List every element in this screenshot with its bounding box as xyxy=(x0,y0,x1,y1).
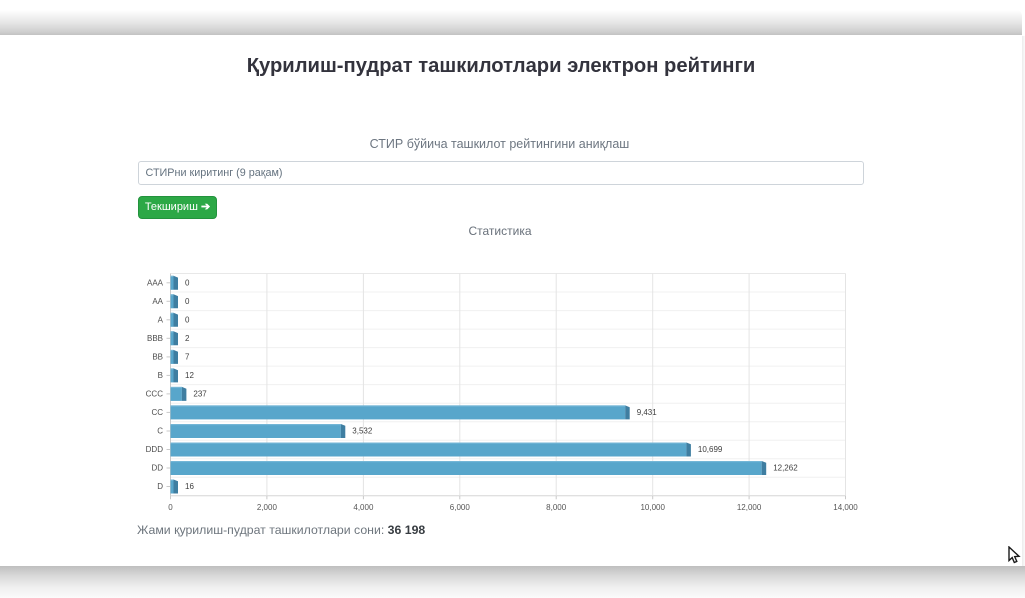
svg-text:9,431: 9,431 xyxy=(637,408,658,417)
svg-text:BBB: BBB xyxy=(147,334,163,343)
svg-text:DDD: DDD xyxy=(146,445,164,454)
svg-text:C: C xyxy=(157,427,163,436)
svg-text:237: 237 xyxy=(193,390,207,399)
svg-text:AAA: AAA xyxy=(147,279,164,288)
svg-text:BB: BB xyxy=(152,353,163,362)
svg-text:4,000: 4,000 xyxy=(353,503,374,512)
svg-text:10,699: 10,699 xyxy=(698,445,723,454)
svg-text:AA: AA xyxy=(152,297,163,306)
svg-text:0: 0 xyxy=(168,503,173,512)
svg-text:A: A xyxy=(158,316,164,325)
svg-text:16: 16 xyxy=(185,482,194,491)
svg-text:CCC: CCC xyxy=(146,390,164,399)
svg-text:2: 2 xyxy=(185,334,190,343)
svg-text:DD: DD xyxy=(151,464,163,473)
svg-text:10,000: 10,000 xyxy=(640,503,665,512)
svg-text:0: 0 xyxy=(185,297,190,306)
svg-text:14,000: 14,000 xyxy=(833,503,858,512)
svg-text:12,000: 12,000 xyxy=(737,503,762,512)
svg-text:6,000: 6,000 xyxy=(450,503,471,512)
svg-text:12: 12 xyxy=(185,371,194,380)
svg-text:0: 0 xyxy=(185,279,190,288)
svg-text:CC: CC xyxy=(151,408,163,417)
svg-text:D: D xyxy=(157,482,163,491)
svg-text:8,000: 8,000 xyxy=(546,503,567,512)
svg-text:0: 0 xyxy=(185,316,190,325)
svg-text:2,000: 2,000 xyxy=(257,503,278,512)
svg-text:3,532: 3,532 xyxy=(352,427,373,436)
svg-text:12,262: 12,262 xyxy=(773,464,798,473)
svg-text:7: 7 xyxy=(185,353,190,362)
svg-text:B: B xyxy=(158,371,163,380)
